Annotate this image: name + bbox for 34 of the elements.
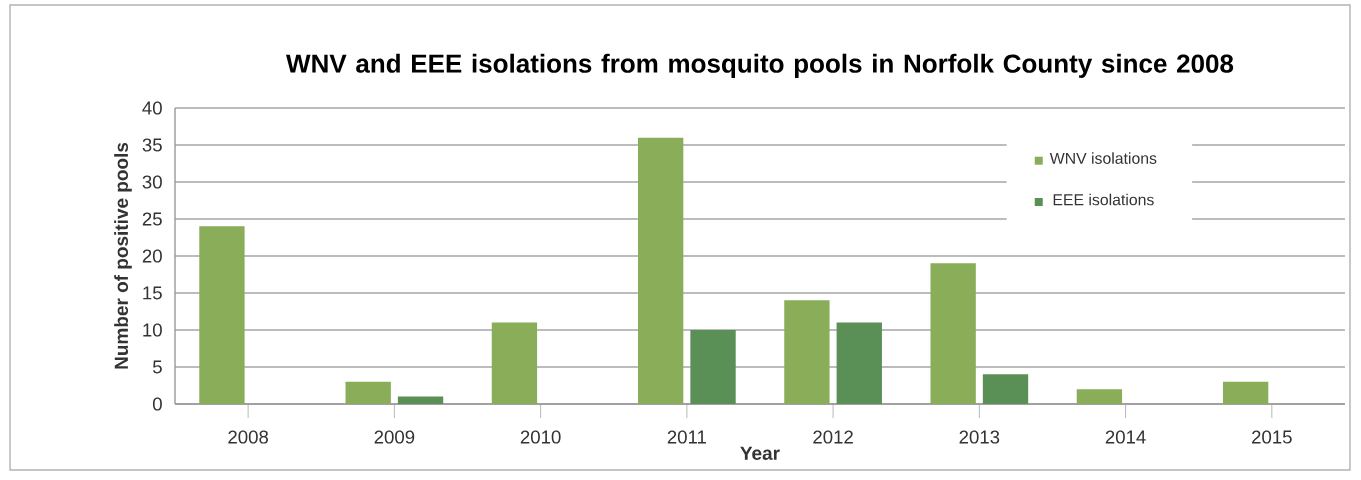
bar [345,381,391,404]
bar [690,329,736,404]
bar [982,374,1029,404]
x-axis-title: Year [740,446,780,460]
y-tick-label: 30 [142,175,162,189]
x-tick-label: 2015 [1252,430,1292,444]
bar [784,300,830,404]
x-tick-label: 2014 [1105,430,1146,444]
y-tick-label: 10 [143,323,162,337]
legend-label: WNV isolations [1049,152,1157,164]
bar [199,226,245,404]
bar [638,137,684,404]
x-tick-label: 2010 [520,430,561,444]
bar [836,322,882,404]
y-tick-label: 0 [152,397,162,411]
x-tick-label: 2011 [667,430,706,444]
bar [491,322,538,404]
x-tick-label: 2012 [813,430,853,444]
y-axis-title: Number of positive pools [114,142,132,369]
bar [1222,381,1269,404]
y-tick-label: 40 [142,101,162,115]
y-tick-label: 25 [142,212,162,226]
bar [930,263,976,404]
y-tick-label: 5 [153,360,162,374]
x-tick-label: 2013 [959,430,1000,444]
bar [397,396,444,404]
y-tick-label: 15 [143,286,162,300]
x-tick-label: 2009 [374,430,415,444]
chart-title: WNV and EEE isolations from mosquito pools in Norfolk County since 2008 [286,53,1234,79]
legend-label: EEE isolations [1053,193,1154,206]
y-tick-label: 20 [142,249,162,263]
y-tick-label: 35 [142,138,162,152]
x-tick-label: 2008 [228,430,269,444]
bar [1076,389,1123,404]
